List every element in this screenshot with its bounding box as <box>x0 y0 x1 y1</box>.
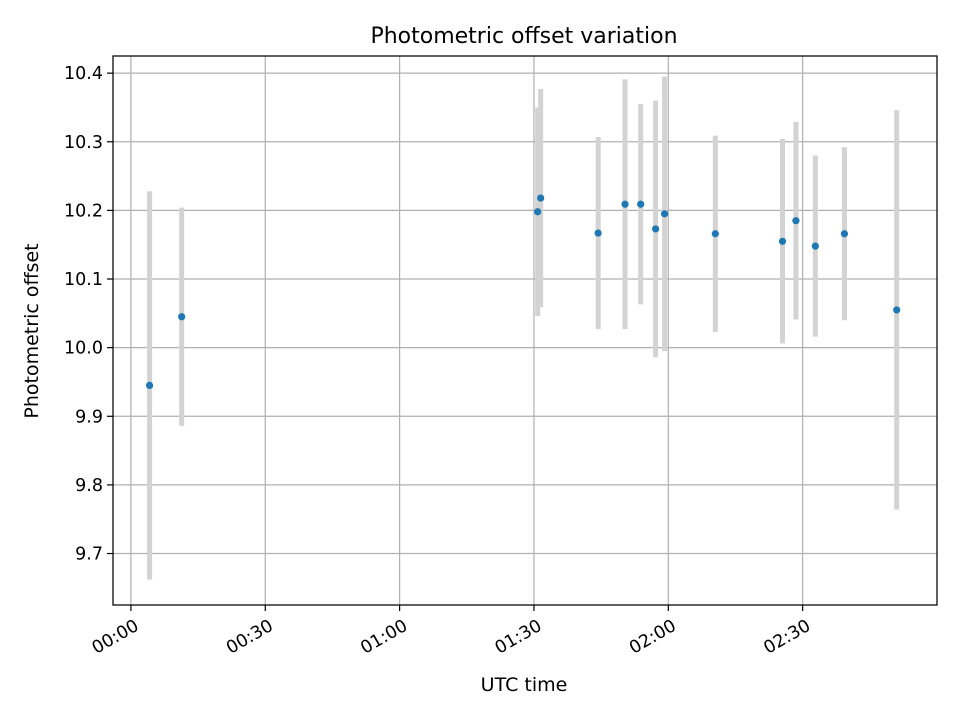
y-tick-label: 10.3 <box>64 133 103 153</box>
plot-frame <box>112 55 938 606</box>
data-point <box>711 230 719 238</box>
data-point <box>792 217 800 225</box>
y-axis-label: Photometric offset <box>21 243 43 418</box>
data-point <box>660 210 669 218</box>
x-axis-label: UTC time <box>481 674 568 696</box>
data-point <box>811 242 819 250</box>
grid-lines <box>113 56 937 605</box>
data-point <box>621 200 629 208</box>
y-tick-label: 9.7 <box>75 545 103 565</box>
data-point <box>652 225 660 233</box>
y-tick-label: 10.1 <box>64 270 103 290</box>
data-point <box>778 237 787 245</box>
data-point <box>145 381 154 389</box>
data-point <box>840 230 849 238</box>
data-point <box>637 200 645 208</box>
data-points <box>145 194 901 389</box>
data-point <box>534 208 542 216</box>
data-point <box>178 313 186 321</box>
data-point <box>537 194 545 202</box>
y-tick-label: 9.9 <box>75 407 103 427</box>
data-point <box>893 306 901 314</box>
y-tick-label: 10.0 <box>64 339 103 359</box>
data-point <box>594 229 602 237</box>
y-tick-label: 10.2 <box>64 201 103 221</box>
y-tick-label: 9.8 <box>75 476 103 496</box>
y-axis-ticks: 9.7 9.8 9.9 10.0 10.1 10.2 10.3 10.4 <box>64 64 113 565</box>
y-tick-label: 10.4 <box>64 64 103 84</box>
chart-title: Photometric offset variation <box>370 24 677 49</box>
